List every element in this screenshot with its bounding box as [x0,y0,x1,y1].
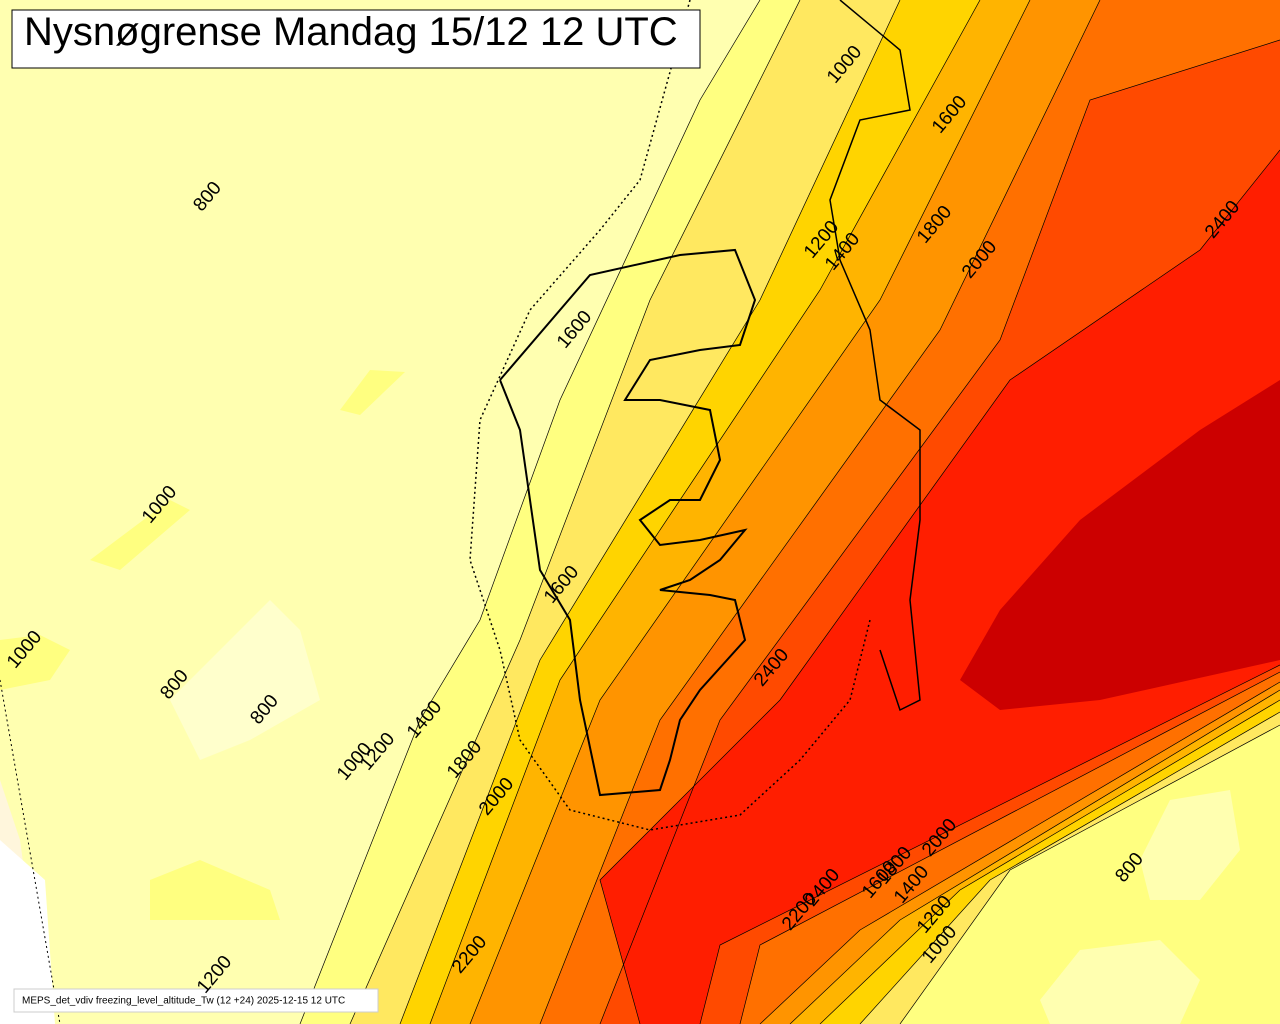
isoline [349,0,801,1024]
band [1140,790,1240,900]
isoline [739,671,1280,1024]
footer-box [13,988,379,1013]
isoline [399,0,901,1024]
isoline [789,689,1280,1024]
band [960,380,1280,710]
band [0,840,55,1024]
isoline [759,681,1280,1024]
isoline [469,0,1031,1024]
band [1040,940,1200,1024]
band [170,600,320,760]
isoline [539,0,1101,1024]
isoline [819,699,1280,1024]
footer: MEPS_det_vdiv freezing_level_altitude_Tw… [22,996,345,1007]
band [0,635,70,690]
band [90,500,190,570]
isoline [429,0,981,1024]
borders [0,0,921,1024]
band [150,860,280,920]
title-box [11,9,701,69]
isoline [599,39,1280,1024]
isoline [699,664,1280,1024]
band [340,370,405,415]
title: Nysnøgrense Mandag 15/12 12 UTC [24,10,678,54]
isoline [899,724,1280,1024]
isoline [299,0,761,1024]
isoline [859,711,1280,1024]
contours [299,0,1280,1024]
isoline [599,149,1280,1024]
